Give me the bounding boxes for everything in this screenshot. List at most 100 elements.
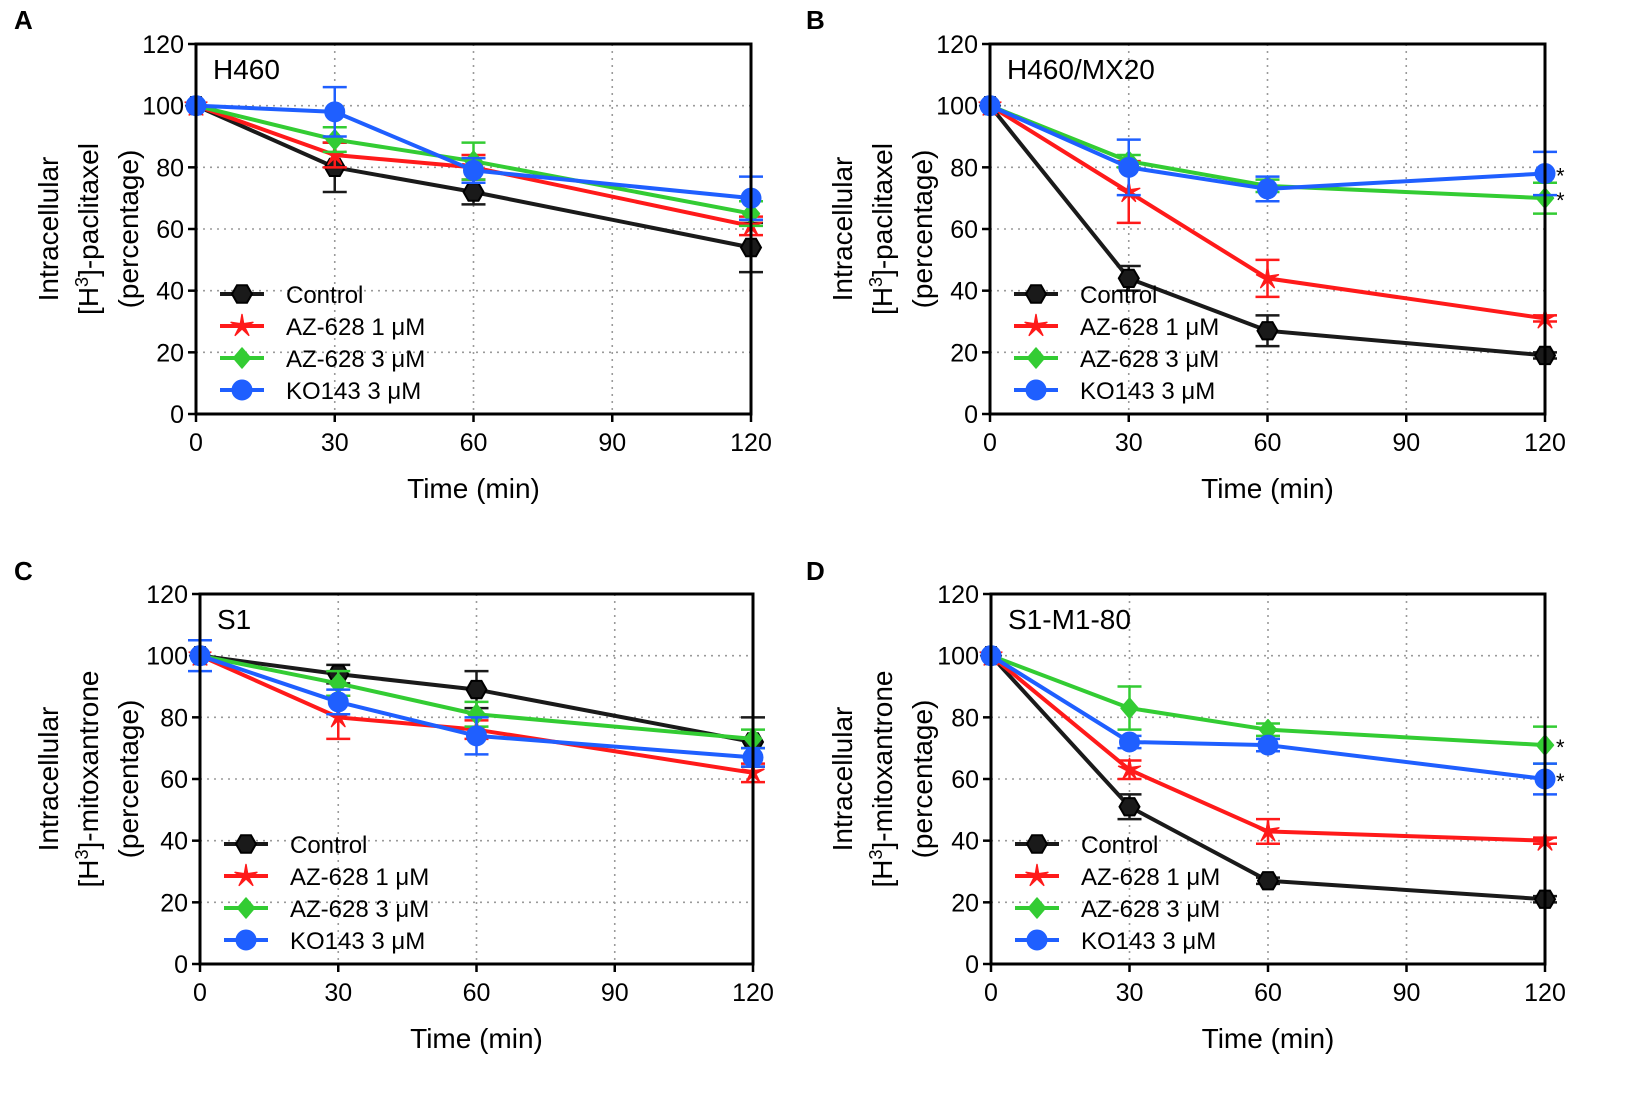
panel-a-ko143-3-m-point-30 bbox=[324, 101, 346, 123]
panel-a-xtick-label-60: 60 bbox=[460, 429, 488, 457]
panel-c: C 0 30 60 90 120 0 20 40 60 80 100 120 Time (min) Intr… bbox=[14, 556, 774, 1054]
panel-c-legend-label-ko143-3-m: KO143 3 μM bbox=[290, 928, 425, 955]
panel-a-letter: A bbox=[14, 5, 33, 35]
panel-c-ylabel-line-3: (percentage) bbox=[113, 700, 144, 859]
panel-c-ytick-label-80: 80 bbox=[160, 704, 188, 732]
panel-a-title: H460 bbox=[213, 54, 280, 85]
panel-a-legend-label-control: Control bbox=[286, 282, 363, 309]
panel-d-legend-marker-ko143-3-m bbox=[1026, 929, 1048, 951]
panel-b-xlabel: Time (min) bbox=[1201, 473, 1334, 504]
panel-d-ko143-3-m-point-60 bbox=[1257, 734, 1279, 756]
panel-d-ko143-3-m-line bbox=[989, 653, 1546, 781]
panel-c-legend-marker-az-628-3-m bbox=[236, 897, 256, 919]
panel-d-ylabel-line-2: [H3]-mitoxantrone bbox=[866, 671, 898, 888]
panel-a-xtick-label-120: 120 bbox=[730, 429, 772, 457]
panel-c-ko143-3-m-point-60 bbox=[466, 725, 487, 747]
panel-b-control-point-60 bbox=[1256, 321, 1279, 341]
panel-b-ko143-3-m-line bbox=[989, 103, 1546, 191]
panel-d-az-628-3-m-significance-120: * bbox=[1556, 735, 1565, 760]
panel-a-xlabel: Time (min) bbox=[407, 473, 540, 504]
panel-d-xtick-label-30: 30 bbox=[1116, 979, 1144, 1007]
panel-a-ytick-label-20: 20 bbox=[156, 339, 184, 367]
panel-d-ytick-label-60: 60 bbox=[951, 766, 979, 794]
panel-d-az-628-1-m-line bbox=[989, 654, 1546, 843]
panel-d-ylabel-line-3: (percentage) bbox=[907, 700, 938, 859]
panel-c-ylabel-line-1: Intracellular bbox=[33, 707, 64, 852]
panel-b-ytick-label-0: 0 bbox=[964, 401, 978, 429]
panel-b-control-point-30 bbox=[1117, 268, 1140, 288]
panel-b-xtick-label-90: 90 bbox=[1392, 429, 1420, 457]
panel-c-legend-marker-ko143-3-m bbox=[235, 929, 257, 951]
panel-b-ytick-label-120: 120 bbox=[936, 31, 978, 59]
panel-c-legend: Control AZ-628 1 μM AZ-628 3 μM KO143 3 μM bbox=[224, 832, 429, 955]
panel-c-control-point-60 bbox=[465, 679, 488, 700]
panel-c-ko143-3-m-line bbox=[199, 653, 754, 760]
panel-d-control-point-30 bbox=[1118, 797, 1141, 817]
panel-c-xtick-label-60: 60 bbox=[463, 979, 491, 1007]
panel-d-legend-marker-az-628-3-m bbox=[1027, 897, 1047, 919]
panel-d-ytick-label-20: 20 bbox=[951, 889, 979, 917]
panel-b-az-628-1-m-line bbox=[988, 103, 1546, 321]
panel-a-xtick-label-0: 0 bbox=[189, 429, 203, 457]
panel-b-ytick-label-20: 20 bbox=[950, 339, 978, 367]
panel-a-legend-marker-az-628-1-m bbox=[230, 313, 254, 337]
panel-c-legend-label-az-628-3-m: AZ-628 3 μM bbox=[290, 896, 429, 923]
panel-d-legend-label-ko143-3-m: KO143 3 μM bbox=[1081, 928, 1216, 955]
panel-b-control-line bbox=[988, 104, 1546, 358]
panel-d-xlabel: Time (min) bbox=[1202, 1023, 1335, 1054]
panel-c-letter: C bbox=[14, 556, 33, 586]
panel-a-legend-label-az-628-3-m: AZ-628 3 μM bbox=[286, 346, 425, 373]
panel-d-control-line bbox=[989, 654, 1546, 902]
panel-b-ylabel-line-2: [H3]-paclitaxel bbox=[866, 143, 898, 315]
panel-b-legend-label-az-628-3-m: AZ-628 3 μM bbox=[1080, 346, 1219, 373]
panel-d-az-628-1-m-point-30 bbox=[1117, 757, 1142, 780]
panel-a-legend-marker-ko143-3-m bbox=[231, 379, 253, 401]
panel-d-xtick-label-90: 90 bbox=[1393, 979, 1421, 1007]
panel-d-legend-label-control: Control bbox=[1081, 832, 1158, 859]
panel-a-ytick-label-120: 120 bbox=[142, 31, 184, 59]
panel-b-az-628-3-m-significance-120: * bbox=[1556, 188, 1565, 213]
panel-a-xtick-label-90: 90 bbox=[598, 429, 626, 457]
panel-b-ylabel-line-1: Intracellular bbox=[827, 157, 858, 302]
panel-a-ylabel-line-2: [H3]-paclitaxel bbox=[72, 143, 104, 315]
panel-b-legend-marker-ko143-3-m bbox=[1025, 379, 1047, 401]
panel-d-xtick-label-0: 0 bbox=[984, 979, 998, 1007]
panel-d-az-628-3-m-point-30 bbox=[1120, 697, 1139, 719]
panel-a-ko143-3-m-line bbox=[195, 103, 752, 201]
panel-b-legend: Control AZ-628 1 μM AZ-628 3 μM KO143 3 μM bbox=[1014, 282, 1219, 405]
panel-d-az-628-1-m-point-60 bbox=[1256, 819, 1280, 842]
panel-d-title: S1-M1-80 bbox=[1008, 604, 1131, 635]
panel-b-az-628-1-m-point-60 bbox=[1255, 266, 1280, 289]
panel-c-legend-label-control: Control bbox=[290, 832, 367, 859]
panel-a-ytick-label-80: 80 bbox=[156, 154, 184, 182]
panel-a-ytick-label-100: 100 bbox=[142, 93, 184, 121]
panel-a-legend: Control AZ-628 1 μM AZ-628 3 μM KO143 3 μM bbox=[220, 282, 425, 405]
panel-b-legend-marker-control bbox=[1024, 284, 1048, 304]
panel-d-legend: Control AZ-628 1 μM AZ-628 3 μM KO143 3 μM bbox=[1015, 832, 1220, 955]
panel-d-xtick-label-60: 60 bbox=[1254, 979, 1282, 1007]
panel-a-az-628-1-m-line bbox=[195, 103, 752, 228]
panel-a-ylabel-line-1: Intracellular bbox=[33, 157, 64, 302]
panel-a-legend-label-az-628-1-m: AZ-628 1 μM bbox=[286, 314, 425, 341]
panel-b-xtick-label-30: 30 bbox=[1115, 429, 1143, 457]
panel-b-ko143-3-m-point-60 bbox=[1257, 178, 1278, 200]
panel-d-ytick-label-40: 40 bbox=[951, 828, 979, 856]
panel-b-az-628-3-m-line bbox=[989, 103, 1546, 201]
panel-d-ko143-3-m-significance-120: * bbox=[1556, 769, 1565, 794]
panel-c-az-628-1-m-line bbox=[199, 653, 754, 775]
panel-c-xtick-label-90: 90 bbox=[601, 979, 629, 1007]
panel-b-ko143-3-m-point-30 bbox=[1118, 156, 1140, 178]
panel-c-legend-marker-az-628-1-m bbox=[234, 863, 258, 887]
panel-d-control-point-60 bbox=[1256, 871, 1280, 891]
panel-d-ytick-label-120: 120 bbox=[937, 581, 979, 609]
panel-d-az-628-3-m-line bbox=[990, 653, 1546, 748]
panel-b-ytick-label-60: 60 bbox=[950, 216, 978, 244]
panel-a-legend-marker-control bbox=[230, 284, 254, 304]
panel-d-series-ko143-3-m: * bbox=[980, 645, 1565, 796]
panel-d-xtick-label-120: 120 bbox=[1524, 979, 1566, 1007]
panel-b-ytick-label-40: 40 bbox=[950, 278, 978, 306]
panel-c-ytick-label-20: 20 bbox=[160, 889, 188, 917]
panel-d-ko143-3-m-point-30 bbox=[1119, 731, 1140, 753]
panel-a-ko143-3-m-point-60 bbox=[463, 159, 484, 181]
